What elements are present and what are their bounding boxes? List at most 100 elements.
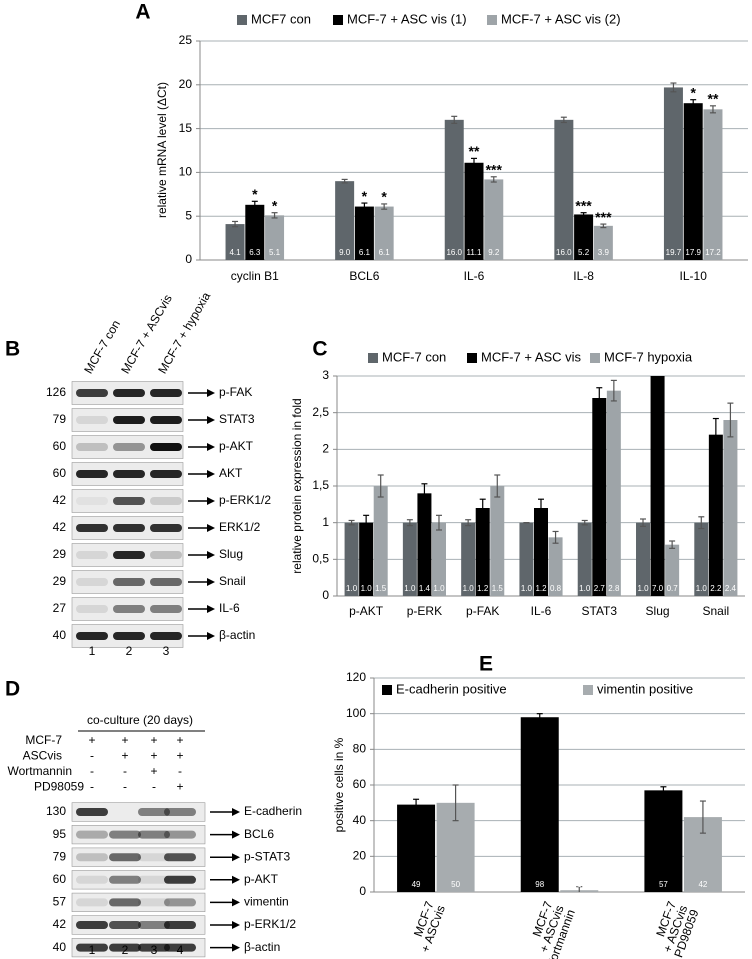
- bar: [723, 420, 738, 596]
- error-bar: [363, 514, 370, 531]
- value-label: 5.1: [269, 248, 281, 257]
- legend-swatch: [333, 15, 343, 25]
- band: [113, 578, 145, 586]
- treatment-sign: +: [176, 733, 183, 747]
- band: [164, 830, 196, 839]
- x-tick-label: IL-6: [464, 269, 485, 283]
- y-axis-label: relative mRNA level (ΔCt): [155, 82, 169, 218]
- lane-header: MCF-7 con: [81, 318, 123, 376]
- molecular-weight: 57: [53, 895, 67, 909]
- panel-label: D: [5, 678, 20, 701]
- lane-number: 1: [89, 644, 96, 658]
- bar: [464, 162, 484, 260]
- x-tick-label: Slug: [646, 604, 670, 618]
- error-bar: [600, 223, 607, 229]
- protein-label: p-FAK: [219, 385, 252, 399]
- legend-swatch: [382, 685, 392, 695]
- band: [138, 808, 170, 816]
- bar: [402, 522, 417, 596]
- arrow-head: [232, 943, 240, 952]
- error-bar: [361, 202, 368, 211]
- x-tick-label: p-FAK: [466, 604, 499, 618]
- bar: [534, 508, 548, 596]
- y-tick-label: 15: [179, 121, 193, 135]
- bar: [475, 508, 490, 596]
- molecular-weight: 60: [53, 872, 67, 886]
- legend-label: MCF-7 + ASC vis: [481, 349, 582, 364]
- protein-label: p-STAT3: [244, 849, 291, 863]
- value-label: 9.0: [339, 248, 351, 257]
- treatment-sign: -: [178, 764, 182, 778]
- band: [150, 578, 182, 586]
- arrow-head: [232, 853, 240, 862]
- protein-label: p-ERK1/2: [219, 493, 271, 507]
- molecular-weight: 29: [53, 547, 67, 561]
- arrow-head: [207, 578, 215, 586]
- band: [150, 443, 182, 451]
- significance: ***: [575, 197, 592, 213]
- treatment-sign: +: [150, 764, 157, 778]
- bar: [335, 181, 355, 260]
- x-tick-label-group: MCF-7+ ASCvis+ Wortmannin: [530, 899, 578, 959]
- molecular-weight: 60: [53, 439, 67, 453]
- error-bar: [348, 519, 355, 526]
- protein-label: β-actin: [219, 628, 255, 642]
- band: [164, 943, 196, 952]
- x-tick-label: IL-6: [531, 604, 552, 618]
- molecular-weight: 42: [53, 493, 67, 507]
- bar: [577, 522, 592, 596]
- value-label: 16.0: [446, 248, 462, 257]
- error-bar: [479, 498, 486, 518]
- bar: [665, 544, 680, 596]
- band: [109, 921, 141, 929]
- band: [76, 898, 108, 907]
- bar: [554, 119, 574, 260]
- band: [76, 443, 108, 451]
- protein-label: STAT3: [219, 412, 255, 426]
- arrow-head: [232, 898, 240, 907]
- value-label: 17.2: [705, 248, 721, 257]
- band: [164, 875, 196, 884]
- blot-header: co-culture (20 days): [87, 713, 193, 727]
- bar: [225, 224, 245, 260]
- bar: [519, 522, 534, 596]
- band: [76, 416, 108, 424]
- y-tick-label: 2,5: [312, 405, 329, 419]
- x-tick-label: cyclin B1: [231, 269, 279, 283]
- treatment-sign: -: [123, 780, 127, 794]
- value-label: 2.4: [725, 584, 737, 593]
- x-tick-label: IL-8: [573, 269, 594, 283]
- treatment-sign: +: [121, 749, 128, 763]
- legend-swatch: [590, 353, 600, 363]
- significance: *: [362, 188, 368, 204]
- significance: ***: [486, 161, 503, 177]
- significance: **: [469, 143, 480, 159]
- value-label: 57: [659, 880, 668, 889]
- treatment-sign: +: [121, 733, 128, 747]
- y-tick-label: 0: [322, 588, 329, 602]
- value-label: 1.0: [346, 584, 358, 593]
- band: [109, 830, 141, 839]
- y-tick-label: 1: [322, 515, 329, 529]
- lane-number: 4: [177, 943, 184, 957]
- value-label: 6.3: [249, 248, 261, 257]
- band: [76, 605, 108, 613]
- value-label: 98: [535, 880, 544, 889]
- panel-label: C: [312, 338, 327, 361]
- x-tick-label: p-ERK: [407, 604, 442, 618]
- bar: [431, 522, 446, 596]
- value-label: 3.9: [598, 248, 610, 257]
- error-bar: [690, 99, 697, 108]
- y-tick-label: 0: [359, 884, 366, 898]
- legend-label: MCF7 con: [251, 11, 311, 26]
- bar: [461, 522, 476, 596]
- value-label: 1.0: [361, 584, 373, 593]
- bar: [703, 109, 723, 260]
- value-label: 1: [577, 880, 582, 889]
- bar: [650, 376, 665, 596]
- y-tick-label: 10: [179, 165, 193, 179]
- bar: [592, 398, 607, 596]
- x-tick-label: p-AKT: [349, 604, 384, 618]
- error-bar: [465, 519, 472, 527]
- legend-swatch: [487, 15, 497, 25]
